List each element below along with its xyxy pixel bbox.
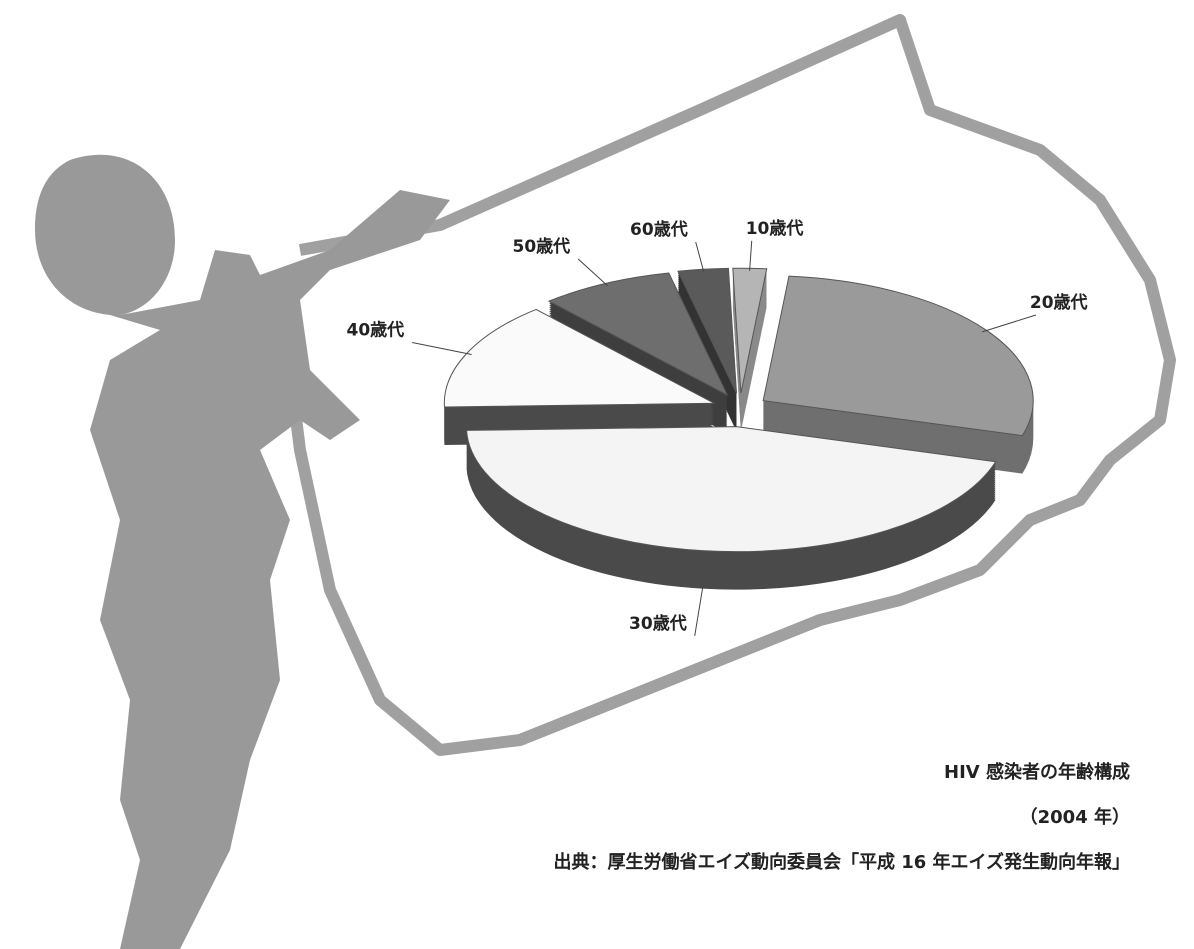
chart-title: HIV 感染者の年齢構成 [944, 761, 1130, 783]
chart-subtitle: （2004 年） [1020, 806, 1130, 828]
rope-outline [284, 14, 1176, 756]
figure-silhouette [35, 154, 450, 949]
source-note: 出典：厚生労働省エイズ動向委員会「平成 16 年エイズ発生動向年報」 [554, 851, 1131, 873]
leader-line [412, 342, 472, 355]
leader-line [694, 586, 704, 637]
slice [443, 308, 715, 446]
slice-label: 10歳代 [746, 218, 804, 239]
slice-top [466, 426, 997, 553]
pie: 10歳代 20歳代 30歳代 40歳代 50歳代 60歳代 [347, 218, 1088, 637]
slice-label: 20歳代 [1030, 292, 1088, 313]
slice-label: 60歳代 [630, 219, 688, 240]
slice [466, 426, 997, 590]
leader-line [982, 314, 1037, 333]
background-illustration [35, 14, 1176, 949]
slice-label: 30歳代 [629, 613, 687, 634]
leader-line [749, 240, 753, 271]
slice-label: 40歳代 [347, 320, 405, 341]
slice-label: 50歳代 [513, 236, 571, 257]
leader-line [695, 241, 705, 272]
leader-line [577, 258, 608, 287]
slice [732, 267, 768, 432]
slice [762, 275, 1034, 474]
